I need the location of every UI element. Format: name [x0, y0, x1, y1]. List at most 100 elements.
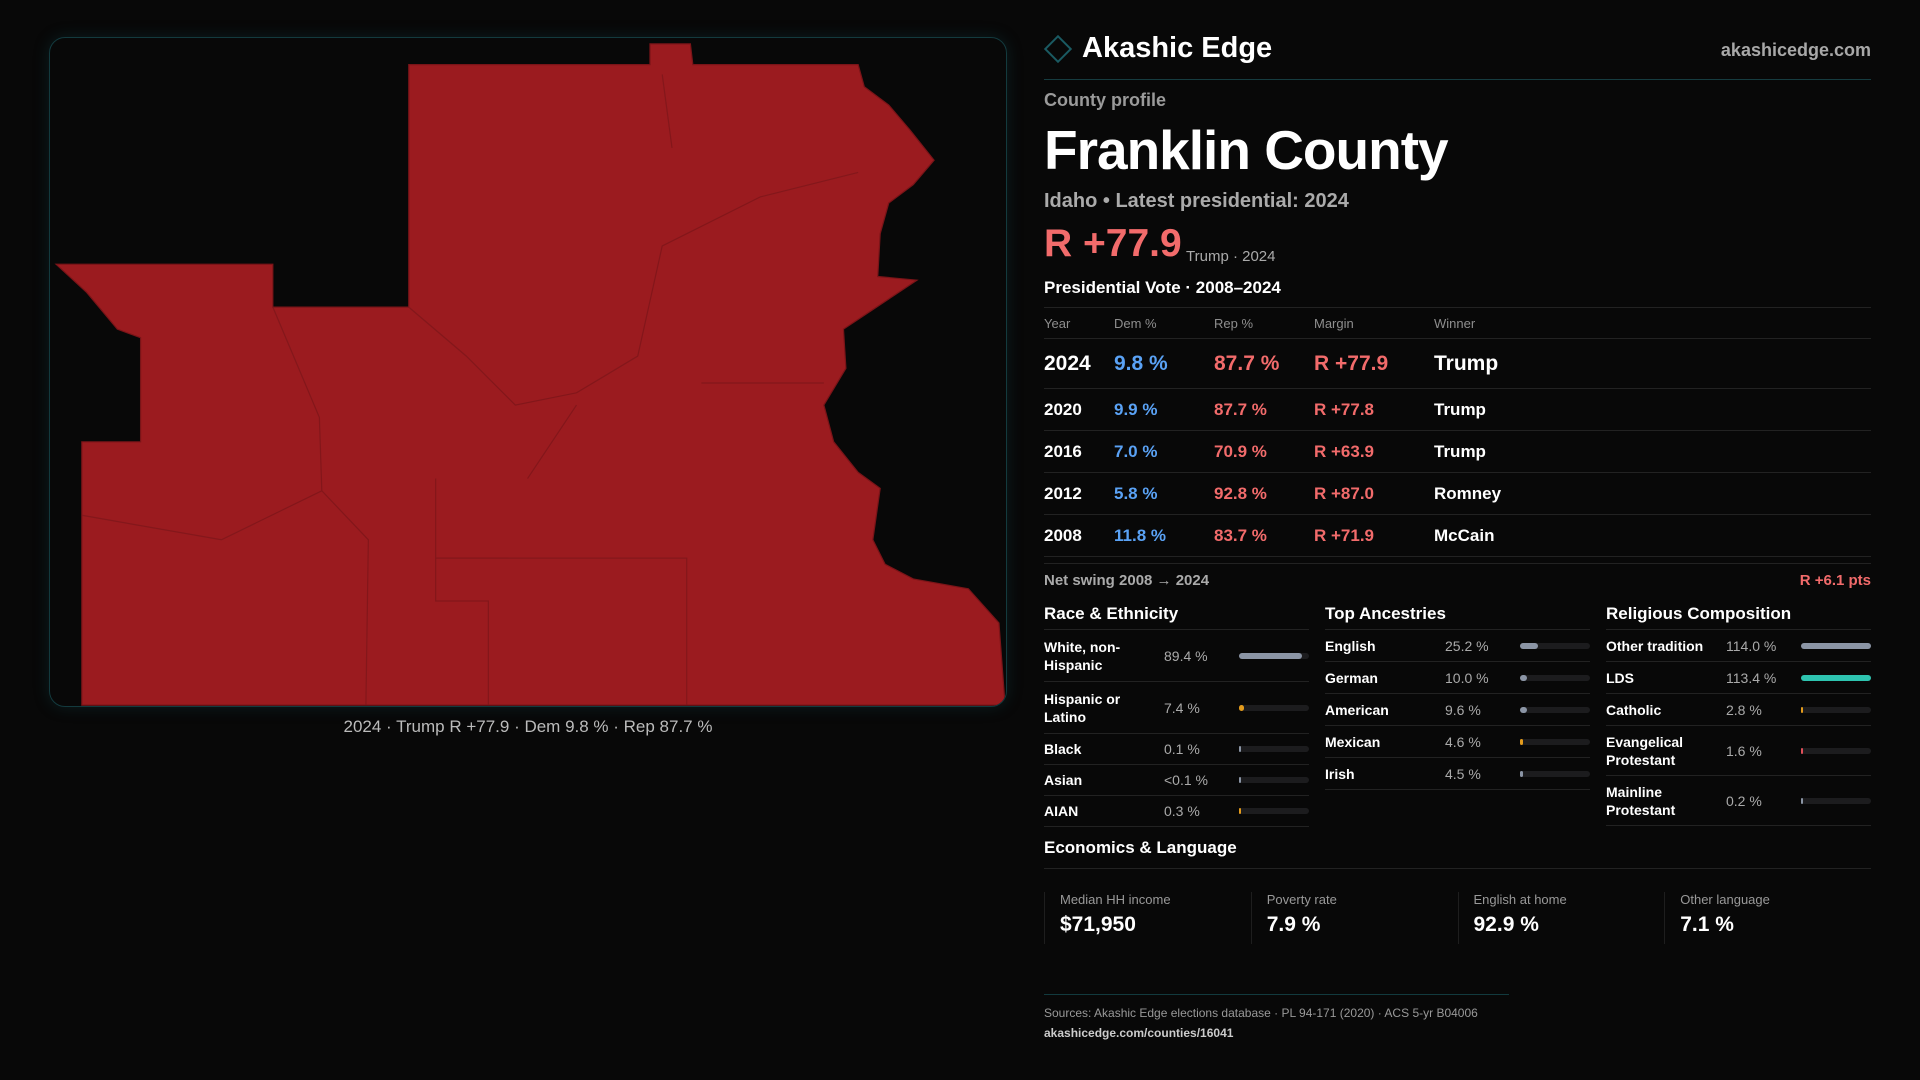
economics-title: Economics & Language	[1044, 838, 1871, 869]
ancestry-label: Irish	[1325, 765, 1355, 782]
cell-dem: 9.8 %	[1114, 338, 1214, 389]
stat-card: Poverty rate 7.9 %	[1250, 892, 1458, 944]
net-swing: Net swing 2008 → 2024 R +6.1 pts	[1044, 572, 1871, 589]
cell-dem: 9.9 %	[1114, 388, 1214, 431]
cell-winner: Trump	[1434, 338, 1871, 389]
net-swing-value: R +6.1 pts	[1799, 572, 1871, 589]
religion-label: Evangelical Protestant	[1606, 733, 1684, 768]
race-label: Asian	[1044, 772, 1083, 788]
race-title: Race & Ethnicity	[1044, 600, 1309, 630]
race-label: AIAN	[1044, 803, 1079, 819]
cell-winner: Trump	[1434, 430, 1871, 473]
headline-margin: R +77.9	[1044, 222, 1182, 265]
race-value: 0.3 %	[1164, 803, 1200, 819]
religion-row: Evangelical Protestant 1.6 %	[1606, 726, 1871, 776]
vote-row: 2024 9.8 % 87.7 % R +77.9 Trump	[1044, 338, 1871, 389]
divider	[1044, 563, 1871, 564]
vote-row: 2008 11.8 % 83.7 % R +71.9 McCain	[1044, 514, 1871, 557]
religion-bar-fill	[1801, 797, 1803, 804]
race-row: Hispanic or Latino 7.4 %	[1044, 682, 1309, 734]
cell-year: 2024	[1044, 338, 1114, 389]
race-section: Race & Ethnicity White, non-Hispanic 89.4 …	[1044, 600, 1309, 827]
religion-label: Other tradition	[1606, 637, 1704, 654]
religion-bar	[1801, 642, 1871, 649]
race-row: AIAN 0.3 %	[1044, 796, 1309, 827]
religion-bar-fill	[1801, 747, 1803, 754]
ancestry-row: Irish 4.5 %	[1325, 758, 1590, 790]
religion-value: 1.6 %	[1726, 742, 1762, 759]
stat-label: Other language	[1680, 892, 1770, 907]
cell-margin: R +71.9	[1314, 514, 1434, 557]
ancestry-bar-fill	[1520, 674, 1527, 681]
cell-rep: 70.9 %	[1214, 430, 1314, 473]
brand-name: Akashic Edge	[1082, 32, 1273, 64]
cell-rep: 83.7 %	[1214, 514, 1314, 557]
race-row: White, non-Hispanic 89.4 %	[1044, 630, 1309, 682]
page-title: Franklin County	[1044, 119, 1449, 181]
religion-row: Other tradition 114.0 %	[1606, 630, 1871, 662]
brand[interactable]: Akashic Edge	[1043, 32, 1273, 65]
cell-dem: 7.0 %	[1114, 430, 1214, 473]
race-bar	[1239, 808, 1309, 814]
map-caption: 2024 · Trump R +77.9 · Dem 9.8 % · Rep 8…	[343, 717, 713, 736]
ancestry-row: English 25.2 %	[1325, 630, 1590, 662]
race-bar	[1239, 652, 1309, 659]
header-divider	[1044, 79, 1871, 80]
stat-card: Median HH income $71,950	[1044, 892, 1251, 944]
ancestry-bar	[1520, 770, 1590, 777]
race-row: Black 0.1 %	[1044, 734, 1309, 765]
religion-bar-fill	[1801, 674, 1871, 681]
net-swing-label: Net swing 2008 → 2024	[1044, 572, 1210, 589]
county-url[interactable]: akashicedge.com/counties/16041	[1044, 1026, 1234, 1040]
race-bar	[1239, 704, 1309, 711]
col-rep: Rep %	[1214, 307, 1314, 339]
ancestry-value: 9.6 %	[1445, 701, 1481, 718]
cell-margin: R +77.8	[1314, 388, 1434, 431]
cell-winner: Trump	[1434, 388, 1871, 431]
cell-winner: McCain	[1434, 514, 1871, 557]
county-map[interactable]	[49, 37, 1007, 707]
race-bar-fill	[1239, 704, 1245, 711]
cell-margin: R +77.9	[1314, 338, 1434, 389]
race-bar-fill	[1239, 652, 1302, 659]
race-bar	[1239, 777, 1309, 783]
subtitle: Idaho • Latest presidential: 2024	[1044, 190, 1349, 212]
votes-title: Presidential Vote · 2008–2024	[1044, 278, 1281, 297]
race-label: White, non-Hispanic	[1044, 638, 1121, 673]
race-bar-fill	[1239, 777, 1241, 783]
ancestry-value: 4.5 %	[1445, 765, 1481, 782]
religion-value: 113.4 %	[1726, 669, 1777, 686]
religion-value: 114.0 %	[1726, 637, 1777, 654]
diamond-logo-icon	[1043, 34, 1073, 63]
kicker: County profile	[1044, 90, 1166, 110]
ancestry-title: Top Ancestries	[1325, 600, 1590, 630]
county-shape[interactable]	[54, 43, 1006, 706]
headline-margin-sub: Trump · 2024	[1186, 248, 1276, 265]
stat-card: English at home 92.9 %	[1457, 892, 1665, 944]
religion-bar-fill	[1801, 706, 1803, 713]
stat-value: 7.1 %	[1680, 913, 1734, 936]
ancestry-row: German 10.0 %	[1325, 662, 1590, 694]
site-link[interactable]: akashicedge.com	[1720, 40, 1871, 60]
ancestry-row: Mexican 4.6 %	[1325, 726, 1590, 758]
col-margin: Margin	[1314, 307, 1434, 339]
race-bar	[1239, 746, 1309, 752]
vote-row: 2020 9.9 % 87.7 % R +77.8 Trump	[1044, 388, 1871, 431]
stat-value: 7.9 %	[1266, 913, 1321, 936]
race-value: 89.4 %	[1164, 647, 1208, 664]
race-label: Black	[1044, 741, 1082, 757]
religion-section: Religious Composition Other tradition 114.…	[1606, 600, 1871, 826]
race-value: 0.1 %	[1164, 741, 1200, 757]
religion-row: Mainline Protestant 0.2 %	[1606, 776, 1871, 826]
sources: Sources: Akashic Edge elections database…	[1044, 1006, 1478, 1020]
ancestry-label: German	[1325, 669, 1378, 686]
stat-label: English at home	[1473, 892, 1567, 907]
col-year: Year	[1044, 307, 1114, 339]
cell-year: 2012	[1044, 472, 1114, 515]
religion-row: LDS 113.4 %	[1606, 662, 1871, 694]
religion-bar	[1801, 674, 1871, 681]
religion-row: Catholic 2.8 %	[1606, 694, 1871, 726]
race-label: Hispanic or Latino	[1044, 690, 1121, 725]
votes-table: Year Dem % Rep % Margin Winner 2024 9.8 %…	[1044, 307, 1871, 557]
religion-bar-fill	[1801, 642, 1871, 649]
